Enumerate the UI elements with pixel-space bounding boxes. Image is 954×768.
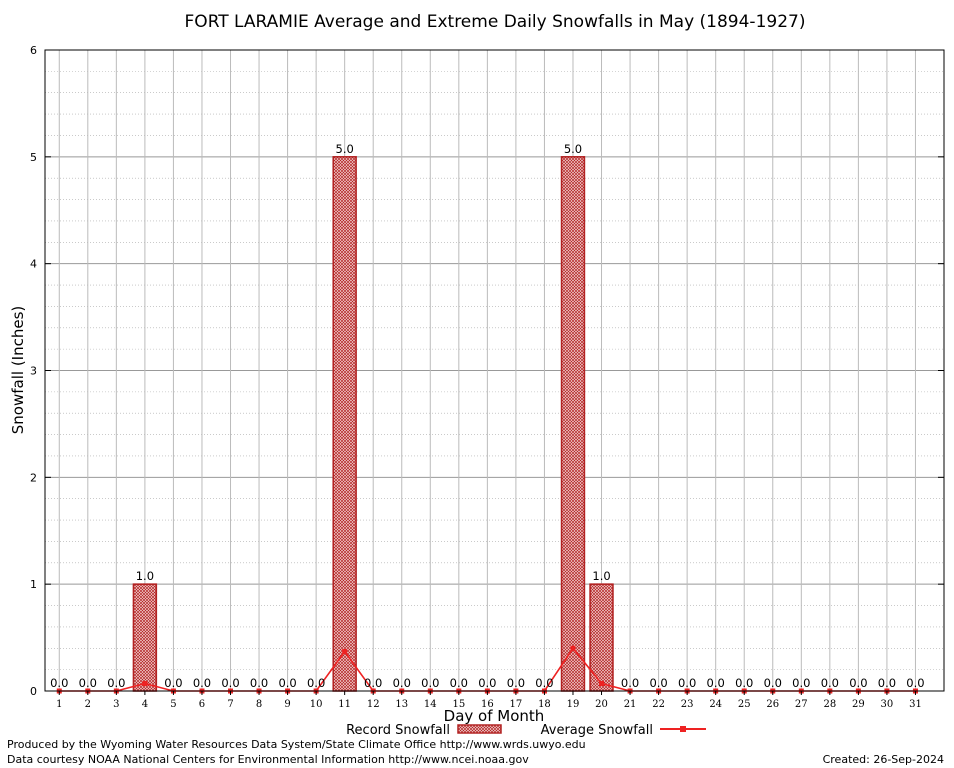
value-label-day-22: 0.0 [649,676,667,690]
value-label-day-29: 0.0 [849,676,867,690]
y-tick-label: 2 [30,471,37,484]
legend-average-label: Average Snowfall [541,723,653,738]
x-tick-label: 23 [681,699,694,710]
x-tick-label: 24 [709,699,722,710]
value-label-day-20: 1.0 [592,569,610,583]
x-tick-label: 8 [256,699,262,710]
value-label-day-5: 0.0 [164,676,182,690]
x-tick-label: 5 [170,699,176,710]
x-tick-label: 10 [310,699,323,710]
x-tick-label: 2 [85,699,91,710]
x-tick-label: 18 [538,699,551,710]
x-tick-label: 1 [56,699,62,710]
value-label-day-1: 0.0 [50,676,68,690]
x-tick-label: 12 [367,699,380,710]
value-label-day-14: 0.0 [421,676,439,690]
grid [45,50,944,691]
y-tick-label: 0 [30,685,37,698]
legend-average-marker [680,726,686,732]
x-tick-label: 29 [852,699,865,710]
bar-value-labels: 0.0 0.0 0.0 1.0 0.0 0.0 0.0 0.0 0.0 0.0 5.0 0.0 0.0 0… [50,142,924,690]
value-label-day-16: 0.0 [478,676,496,690]
x-tick-label: 4 [142,699,148,710]
y-tick-label: 6 [30,44,37,57]
x-tick-label: 25 [738,699,751,710]
value-label-day-30: 0.0 [878,676,896,690]
value-label-day-7: 0.0 [221,676,239,690]
x-tick-label: 21 [624,699,637,710]
value-label-day-8: 0.0 [250,676,268,690]
average-point-day-20 [599,681,605,687]
x-tick-label: 20 [595,699,608,710]
legend-record-label: Record Snowfall [346,723,450,738]
value-label-day-12: 0.0 [364,676,382,690]
value-label-day-21: 0.0 [621,676,639,690]
x-tick-label: 30 [881,699,894,710]
value-label-day-17: 0.0 [507,676,525,690]
x-tick-label: 17 [510,699,523,710]
x-tick-label: 31 [909,699,922,710]
y-tick-label: 1 [30,578,37,591]
x-tick-label: 19 [567,699,580,710]
x-tick-label: 3 [113,699,119,710]
value-label-day-3: 0.0 [107,676,125,690]
x-tick-label: 9 [284,699,290,710]
value-label-day-19: 5.0 [564,142,582,156]
value-label-day-26: 0.0 [764,676,782,690]
footer-data-courtesy: Data courtesy NOAA National Centers for … [7,753,529,766]
x-tick-label: 7 [227,699,233,710]
x-tick-label: 22 [652,699,665,710]
record-bar-day-19 [560,156,586,692]
x-tick-label: 11 [338,699,351,710]
value-label-day-27: 0.0 [792,676,810,690]
value-label-day-31: 0.0 [906,676,924,690]
footer-produced-by: Produced by the Wyoming Water Resources … [7,738,586,751]
y-tick-label: 4 [30,258,37,271]
x-tick-label: 16 [481,699,494,710]
record-bar-day-20 [589,583,614,692]
value-label-day-28: 0.0 [821,676,839,690]
value-label-day-9: 0.0 [278,676,296,690]
value-label-day-10: 0.0 [307,676,325,690]
value-label-day-6: 0.0 [193,676,211,690]
record-bar-day-11 [332,156,357,692]
x-tick-label: 14 [424,699,437,710]
footer-created: Created: 26-Sep-2024 [822,753,944,766]
value-label-day-2: 0.0 [79,676,97,690]
value-label-day-24: 0.0 [707,676,725,690]
legend: Record Snowfall Average Snowfall [346,723,706,738]
value-label-day-4: 1.0 [136,569,154,583]
average-point-day-4 [142,681,148,687]
record-bar-day-4 [132,583,158,692]
y-axis-label: Snowfall (Inches) [9,306,27,434]
x-tick-label: 26 [766,699,779,710]
value-label-day-11: 5.0 [336,142,354,156]
y-tick-label: 3 [30,365,37,378]
x-tick-label: 6 [199,699,205,710]
value-label-day-13: 0.0 [393,676,411,690]
average-point-day-19 [570,645,576,651]
x-tick-label: 15 [452,699,465,710]
legend-record-swatch [457,724,502,734]
value-label-day-18: 0.0 [535,676,553,690]
average-point-day-11 [342,648,348,654]
x-axis-label: Day of Month [444,707,545,725]
value-label-day-25: 0.0 [735,676,753,690]
y-tick-label: 5 [30,151,37,164]
x-tick-label: 13 [395,699,408,710]
chart-title: FORT LARAMIE Average and Extreme Daily S… [185,12,806,32]
x-tick-label: 27 [795,699,808,710]
value-label-day-23: 0.0 [678,676,696,690]
value-label-day-15: 0.0 [450,676,468,690]
x-tick-label: 28 [823,699,836,710]
